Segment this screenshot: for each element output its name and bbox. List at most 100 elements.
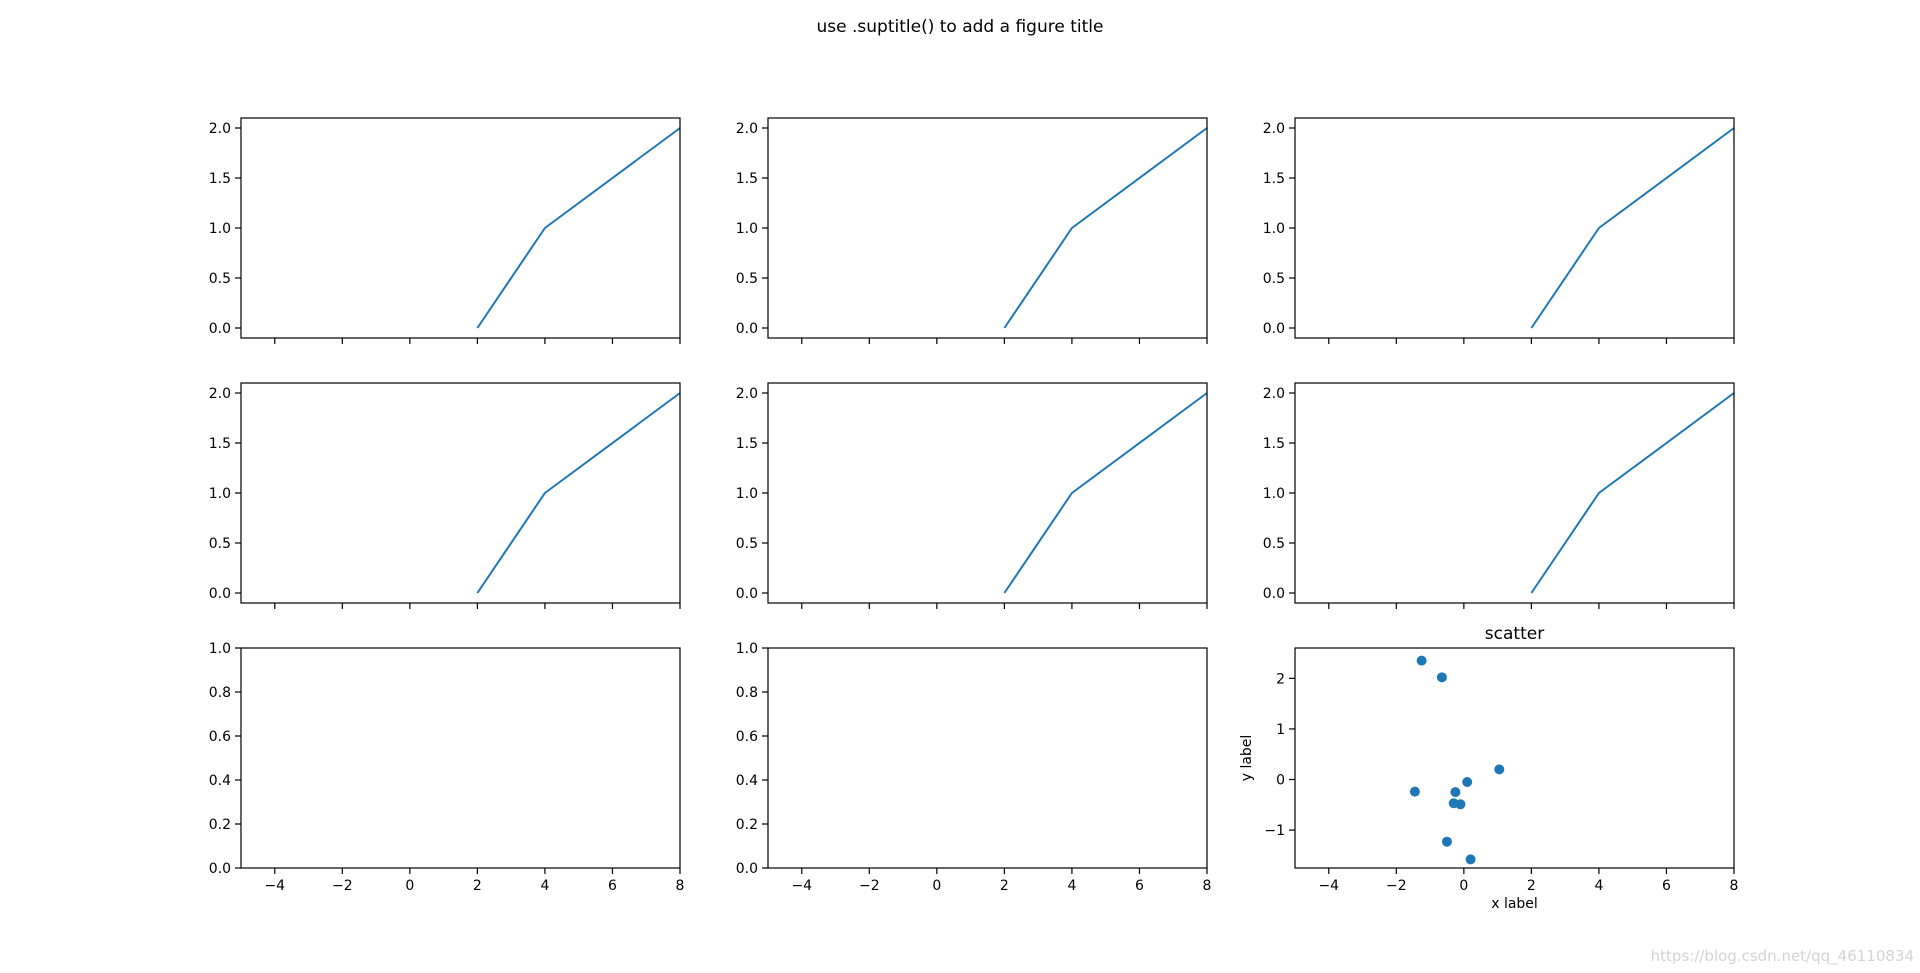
scatter-point	[1465, 854, 1476, 865]
x-tick-label: −4	[1318, 878, 1339, 894]
x-tick-label: 6	[1662, 878, 1671, 894]
subplot-row2-col2: 0.0 0.5 1.0 1.5 2.0	[736, 382, 1208, 609]
y-tick-label: 0.0	[736, 586, 758, 602]
series-line	[1003, 127, 1208, 329]
x-tick-label: 0	[405, 878, 414, 894]
y-tick-label: 2.0	[209, 386, 231, 402]
y-tick-label: 1.0	[736, 486, 758, 502]
y-tick-label: 1.5	[1263, 171, 1285, 187]
y-tick-label: 0.6	[209, 729, 231, 745]
series-line	[476, 127, 681, 329]
y-tick-label: −1	[1264, 823, 1285, 839]
axes-frame	[1294, 382, 1735, 604]
y-tick-label: 2.0	[209, 121, 231, 137]
y-tick-label: 2	[1276, 671, 1285, 687]
subplot-row1-col2: 0.0 0.5 1.0 1.5 2.0	[736, 117, 1208, 344]
scatter-point	[1494, 764, 1505, 775]
figure-suptitle: use .suptitle() to add a figure title	[817, 17, 1104, 37]
series-line	[1530, 127, 1735, 329]
subplot-row3-col2: −4 −2 0 2 4 6 8 0.0 0.2 0.4 0.6 0.8 1.0	[736, 641, 1212, 894]
y-tick-label: 0	[1276, 772, 1285, 788]
axes-frame	[767, 382, 1208, 604]
x-tick-label: 4	[540, 878, 549, 894]
series-line	[476, 392, 681, 594]
x-tick-label: 4	[1594, 878, 1603, 894]
scatter-point	[1416, 655, 1427, 666]
x-tick-label: −2	[332, 878, 353, 894]
y-tick-label: 0.5	[1263, 271, 1285, 287]
y-tick-label: 0.5	[736, 271, 758, 287]
y-tick-label: 1.5	[1263, 436, 1285, 452]
scatter-point	[1436, 672, 1447, 683]
x-tick-label: 8	[676, 878, 685, 894]
axes-frame	[767, 117, 1208, 339]
axes-frame	[767, 647, 1208, 869]
y-tick-label: 0.0	[209, 321, 231, 337]
watermark: https://blog.csdn.net/qq_46110834	[1650, 947, 1914, 965]
y-tick-label: 1	[1276, 722, 1285, 738]
y-axis-label: y label	[1239, 735, 1255, 782]
y-tick-label: 1.5	[209, 436, 231, 452]
series-line	[1530, 392, 1735, 594]
y-tick-label: 0.0	[209, 586, 231, 602]
y-tick-label: 1.0	[1263, 486, 1285, 502]
x-tick-label: 6	[608, 878, 617, 894]
x-axis-label: x label	[1491, 896, 1538, 912]
y-tick-label: 0.8	[209, 685, 231, 701]
subplot-row3-col1: −4 −2 0 2 4 6 8 0.0 0.2 0.4 0.6 0.8 1.0	[209, 641, 685, 894]
x-tick-label: 8	[1203, 878, 1212, 894]
y-tick-label: 0.5	[736, 536, 758, 552]
y-tick-label: 0.0	[209, 861, 231, 877]
axes-frame	[1294, 647, 1735, 869]
y-tick-label: 1.5	[736, 436, 758, 452]
x-tick-label: −4	[791, 878, 812, 894]
y-tick-label: 0.8	[736, 685, 758, 701]
axes-frame	[240, 647, 681, 869]
scatter-point	[1441, 836, 1452, 847]
y-tick-label: 1.0	[209, 641, 231, 657]
y-tick-label: 1.0	[209, 221, 231, 237]
y-tick-label: 0.2	[736, 817, 758, 833]
y-tick-label: 2.0	[1263, 386, 1285, 402]
subplot-grid: 0.0 0.5 1.0 1.5 2.0 0.0 0.5 1.0 1.5 2.0 0.0 0.5 1.0 1…	[209, 117, 1738, 912]
y-tick-label: 1.5	[209, 171, 231, 187]
y-tick-label: 2.0	[736, 121, 758, 137]
x-tick-label: 8	[1730, 878, 1739, 894]
y-tick-label: 1.0	[736, 221, 758, 237]
scatter-point	[1450, 787, 1461, 798]
y-tick-label: 2.0	[1263, 121, 1285, 137]
axes-frame	[1294, 117, 1735, 339]
x-tick-label: 0	[932, 878, 941, 894]
y-tick-label: 0.2	[209, 817, 231, 833]
subplot-title: scatter	[1485, 624, 1544, 644]
subplot-row2-col1: 0.0 0.5 1.0 1.5 2.0	[209, 382, 681, 609]
series-line	[1003, 392, 1208, 594]
y-tick-label: 1.0	[736, 641, 758, 657]
y-tick-label: 1.0	[1263, 221, 1285, 237]
x-tick-label: −2	[1386, 878, 1407, 894]
x-tick-label: 4	[1067, 878, 1076, 894]
x-tick-label: −4	[264, 878, 285, 894]
y-tick-label: 1.5	[736, 171, 758, 187]
subplot-row1-col3: 0.0 0.5 1.0 1.5 2.0	[1263, 117, 1735, 344]
subplot-row3-col3: −4 −2 0 2 4 6 8 −1 0 1 2 scatter x label y label	[1239, 624, 1738, 912]
y-tick-label: 0.4	[209, 773, 231, 789]
scatter-point	[1409, 786, 1420, 797]
y-tick-label: 0.5	[209, 271, 231, 287]
x-tick-label: 2	[1000, 878, 1009, 894]
x-tick-label: 0	[1459, 878, 1468, 894]
y-tick-label: 0.6	[736, 729, 758, 745]
axes-frame	[240, 382, 681, 604]
scatter-point	[1462, 777, 1473, 788]
y-tick-label: 2.0	[736, 386, 758, 402]
y-tick-label: 0.0	[1263, 321, 1285, 337]
x-tick-label: 6	[1135, 878, 1144, 894]
subplot-row2-col3: 0.0 0.5 1.0 1.5 2.0	[1263, 382, 1735, 609]
y-tick-label: 0.5	[1263, 536, 1285, 552]
scatter-point	[1455, 799, 1466, 810]
y-tick-label: 0.0	[1263, 586, 1285, 602]
x-tick-label: 2	[1527, 878, 1536, 894]
y-tick-label: 0.0	[736, 321, 758, 337]
y-tick-label: 0.0	[736, 861, 758, 877]
